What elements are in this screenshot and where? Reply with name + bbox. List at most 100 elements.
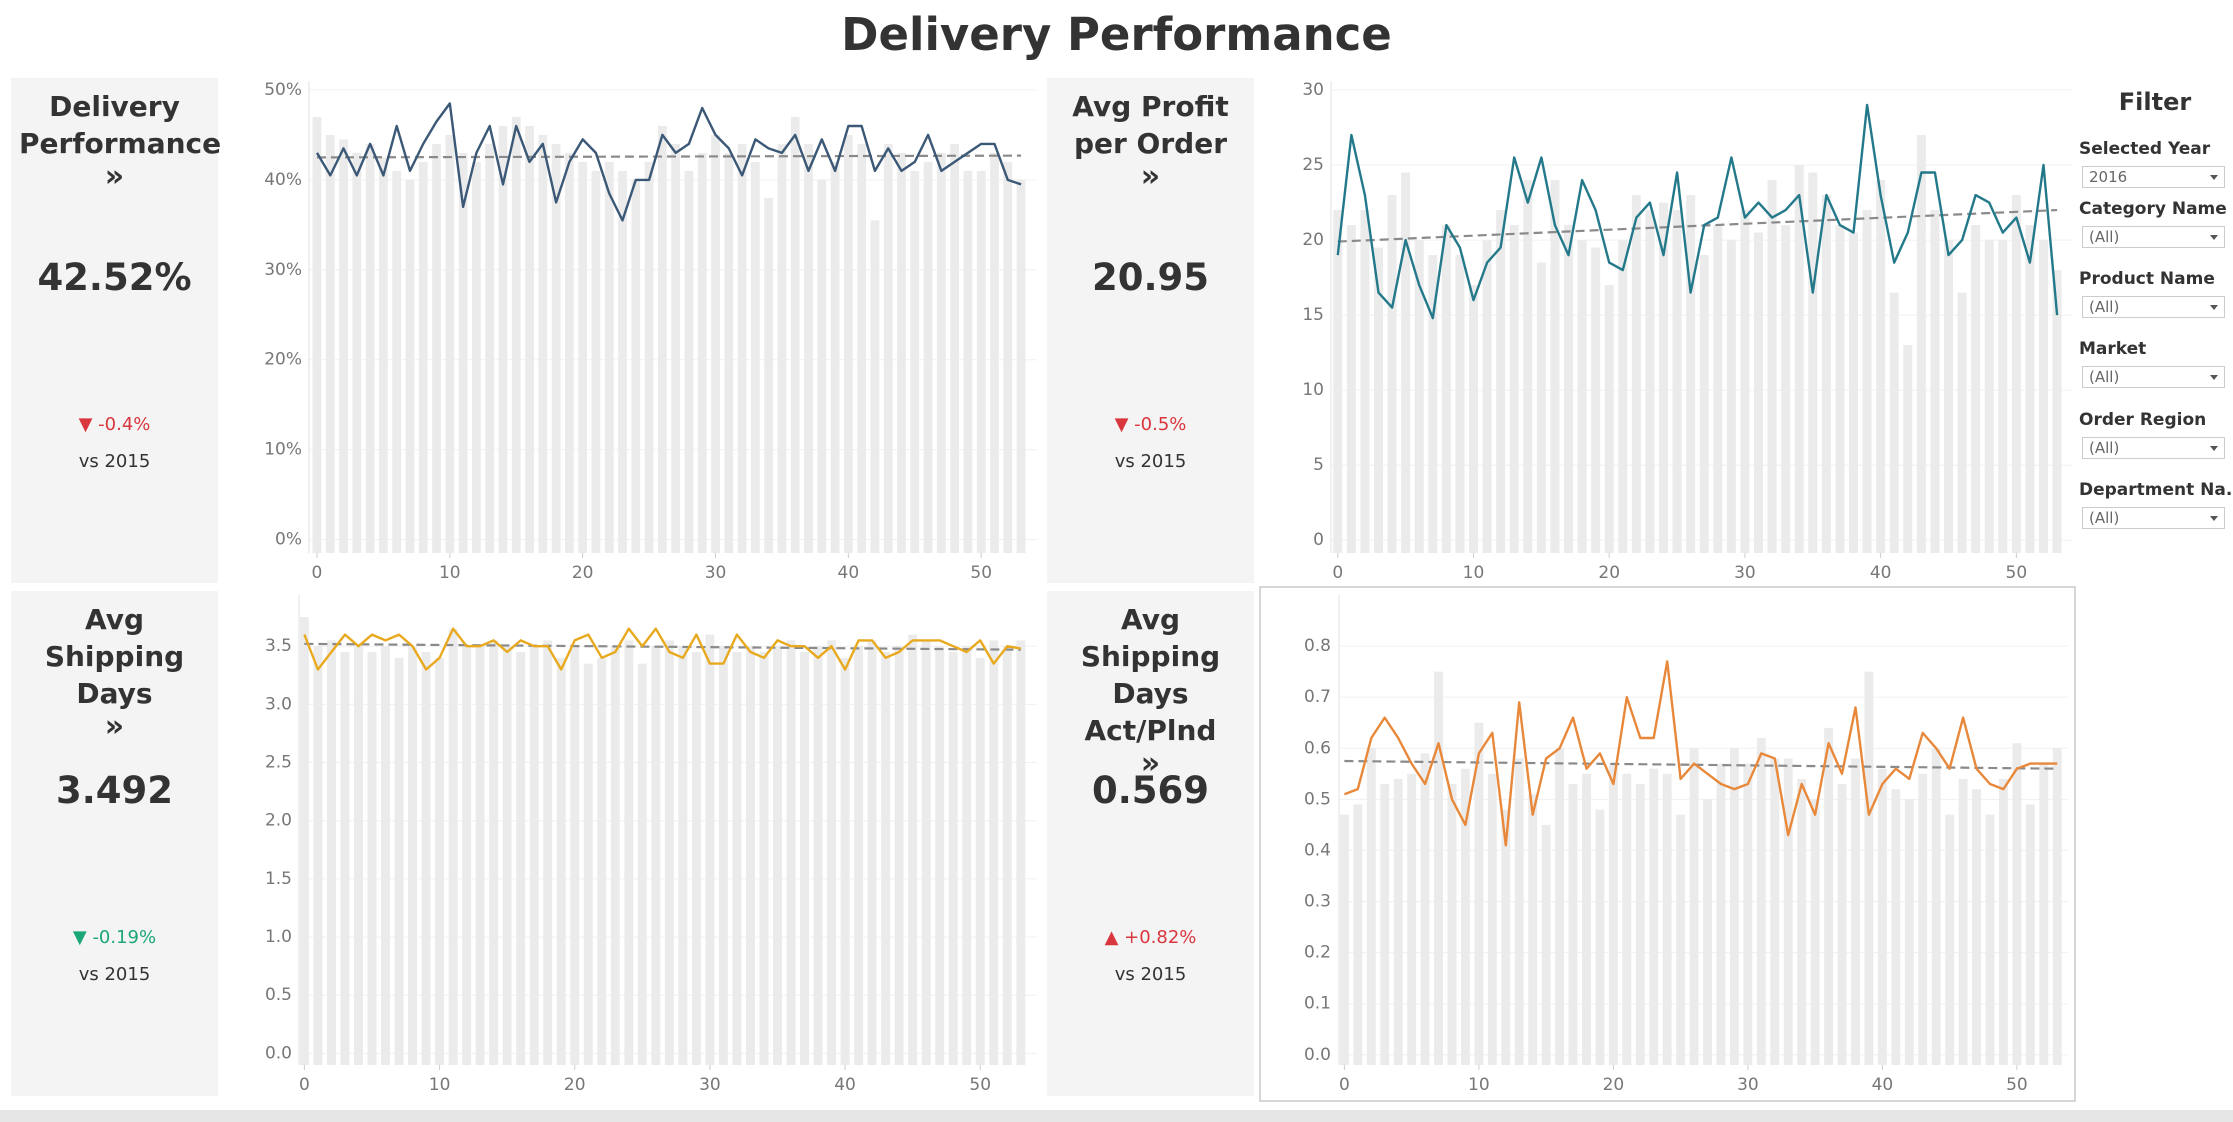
bar (1455, 255, 1465, 553)
kpi-compare: vs 2015 (1114, 451, 1187, 472)
bar (511, 116, 521, 553)
bar (637, 663, 647, 1065)
bar (462, 646, 472, 1065)
bar (651, 646, 661, 1065)
bar (1999, 778, 2008, 1065)
bar (1945, 814, 1955, 1065)
filter-dropdown[interactable]: (All) (2082, 507, 2225, 529)
x-tick-label: 50 (969, 1075, 991, 1095)
trend-line (1337, 208, 2058, 243)
bar (1577, 240, 1587, 553)
bar (1523, 180, 1533, 553)
bar (1713, 225, 1723, 554)
y-tick-label: 2.5 (265, 753, 292, 773)
y-tick-label: 0% (275, 530, 302, 550)
bar (529, 646, 539, 1065)
bar (1420, 753, 1430, 1065)
bar (1930, 210, 1940, 553)
kpi-value: 0.569 (1091, 769, 1210, 812)
x-tick-label: 40 (1872, 1075, 1894, 1095)
y-tick-label: 25 (1302, 155, 1324, 175)
filter-dropdown[interactable]: (All) (2082, 296, 2225, 318)
kpi-card: Avg Shipping Days Act/Plnd» 0.569 ▲ +0.82%… (1047, 591, 1254, 1096)
bar (1824, 727, 1834, 1065)
bar (678, 646, 688, 1065)
bar (897, 152, 906, 553)
chart-frame (1259, 586, 2076, 1102)
chart: 0.0 0.1 0.2 0.3 0.4 0.5 0.6 0.7 0.8 0 10 20 30 40 50 (1304, 595, 2068, 1095)
y-tick-label: 0.0 (1304, 1045, 1331, 1065)
y-tick-label: 0.6 (1304, 738, 1331, 758)
kpi-change: ▼ -0.5% (1114, 414, 1187, 435)
bar (1810, 799, 1820, 1065)
bar (1622, 773, 1632, 1065)
filter-dropdown[interactable]: (All) (2082, 437, 2225, 459)
bar (830, 161, 840, 553)
x-tick-label: 30 (705, 563, 727, 583)
x-tick-label: 0 (299, 1075, 310, 1095)
bar (697, 152, 707, 553)
line (303, 627, 1022, 671)
bar (1686, 195, 1696, 553)
bar (1903, 345, 1913, 553)
bar (990, 152, 999, 553)
kpi-title-block: Avg Shipping Days» (11, 601, 218, 742)
bar (1703, 799, 1712, 1065)
bar (867, 640, 877, 1065)
bar (962, 646, 972, 1065)
bar (408, 646, 417, 1065)
x-tick-label: 40 (834, 1075, 856, 1095)
bar (435, 657, 445, 1065)
bar (1414, 240, 1424, 553)
bar (379, 157, 388, 553)
bar (458, 152, 468, 553)
kpi-link-icon[interactable]: » (1140, 159, 1161, 194)
bar (1864, 671, 1874, 1065)
bar (1401, 172, 1411, 553)
bar (989, 640, 999, 1065)
kpi-link-icon[interactable]: » (104, 159, 125, 194)
bar (618, 170, 627, 553)
bar (644, 161, 654, 553)
bar (570, 646, 580, 1065)
bar (2052, 748, 2062, 1065)
bar (1608, 763, 1618, 1065)
y-tick-label: 0.5 (1304, 789, 1331, 809)
bar (365, 143, 375, 553)
kpi-title-block: Delivery Performance» (11, 88, 222, 194)
dashboard-title: Delivery Performance (841, 8, 1392, 61)
bar (631, 179, 641, 553)
bar (538, 134, 548, 553)
bar (525, 125, 534, 553)
kpi-link-icon[interactable]: » (1140, 746, 1161, 781)
trend-line (316, 154, 1022, 159)
filter-label: Order Region (2079, 410, 2207, 430)
bar (773, 646, 782, 1065)
line (1336, 103, 2059, 320)
y-tick-label: 1.0 (265, 927, 292, 947)
bar (1604, 285, 1614, 553)
x-tick-label: 50 (970, 563, 992, 583)
bar (1568, 784, 1578, 1065)
y-tick-label: 30% (264, 260, 302, 280)
kpi-link-icon[interactable]: » (104, 709, 125, 744)
bar (1672, 210, 1682, 553)
bar (1958, 778, 1968, 1065)
bar (950, 143, 960, 553)
bar (1729, 748, 1739, 1065)
bar (1528, 794, 1538, 1065)
bar (664, 640, 674, 1065)
bar (1916, 135, 1926, 553)
bar (1360, 210, 1370, 553)
kpi-title: Avg Shipping Days Act/Plnd (1080, 603, 1221, 747)
bar (1877, 768, 1887, 1065)
kpi-value: 42.52% (37, 256, 192, 299)
filter-dropdown[interactable]: (All) (2082, 226, 2225, 248)
bar (910, 170, 920, 553)
chart: 0 5 10 15 20 25 30 0 10 20 30 40 50 (1302, 80, 2072, 583)
filter-dropdown[interactable]: (All) (2082, 366, 2225, 388)
chart: 0.0 0.5 1.0 1.5 2.0 2.5 3.0 3.5 0 10 20 30 40 50 (265, 595, 1037, 1095)
filter-dropdown[interactable]: 2016 (2082, 166, 2225, 188)
kpi-title: Delivery Performance (19, 90, 222, 160)
